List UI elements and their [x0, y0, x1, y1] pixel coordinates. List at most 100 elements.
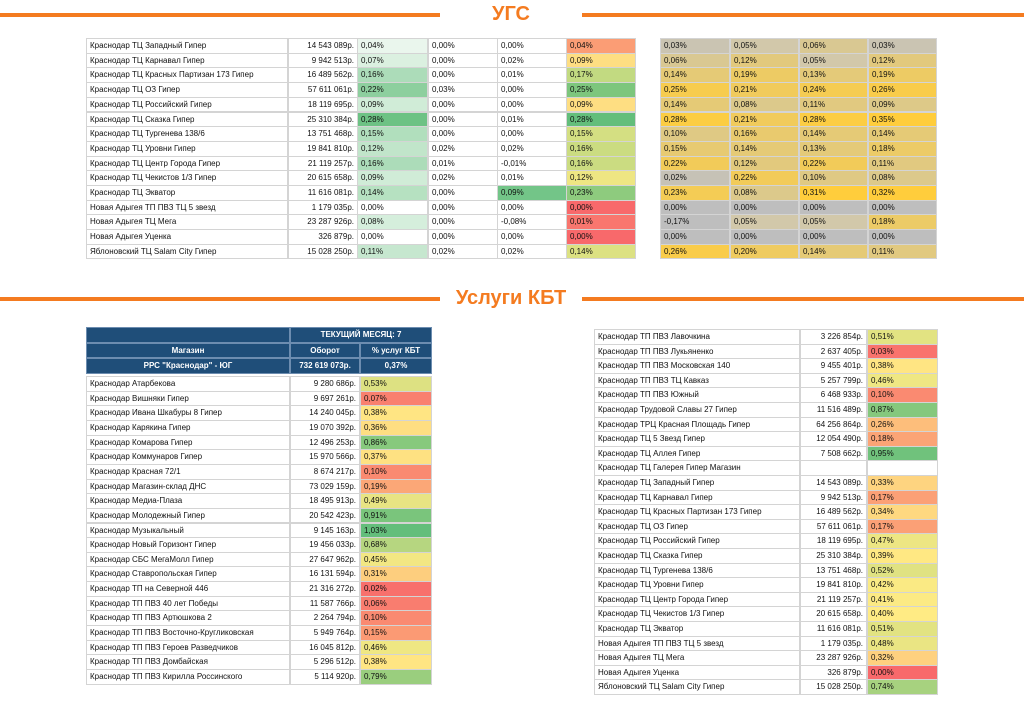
table-cell: 23 287 926р. — [800, 650, 867, 666]
table-cell: 0,16% — [730, 126, 799, 142]
table-cell: 5 257 799р. — [800, 372, 867, 389]
table-cell: 0,08% — [868, 170, 937, 186]
table-cell: 0,46% — [867, 372, 938, 389]
table-cell: 0,28% — [566, 111, 636, 128]
table-cell: 0,16% — [357, 67, 428, 84]
table-cell: 6 468 933р. — [800, 387, 867, 403]
table-cell: Новая Адыгея ТЦ Мега — [86, 214, 288, 231]
table-cell: 9 145 163р. — [290, 522, 360, 539]
table-cell: Краснодар ТЦ Сказка Гипер — [594, 548, 800, 564]
table-cell: Краснодар ТП ПВЗ Кирилла Россинского — [86, 669, 290, 685]
table-cell: 0,11% — [799, 96, 868, 113]
table-cell: Краснодар ТП ПВЗ Героев Разведчиков — [86, 639, 290, 656]
table-cell: 0,52% — [867, 562, 938, 579]
table-cell: 1 179 035р. — [288, 199, 358, 216]
table-cell: Краснодар Комарова Гипер — [86, 434, 290, 451]
table-cell: 0,00% — [497, 96, 567, 113]
header-cell: % услуг КБТ — [360, 343, 432, 358]
table-cell: 0,00% — [497, 229, 567, 245]
table-cell: 0,49% — [360, 493, 432, 509]
table-cell: 0,00% — [428, 111, 498, 128]
table-cell: 0,25% — [660, 82, 730, 98]
table-cell: 0,10% — [660, 126, 730, 142]
table-cell: 0,04% — [357, 38, 428, 54]
table-cell: Краснодар ТЦ Центр Города Гипер — [594, 591, 800, 608]
table-cell: 16 489 562р. — [288, 67, 358, 84]
table-cell: 5 296 512р. — [290, 654, 360, 670]
divider — [582, 297, 1024, 301]
table-cell: 0,00% — [566, 229, 636, 245]
table-cell: 0,86% — [360, 434, 432, 451]
table-cell: 0,46% — [360, 639, 432, 656]
table-cell: 5 114 920р. — [290, 669, 360, 685]
table-cell: 0,02% — [428, 243, 498, 260]
table-cell: Краснодар ТП на Северной 446 — [86, 581, 290, 597]
table-cell: 0,91% — [360, 507, 432, 524]
table-cell: 7 508 662р. — [800, 445, 867, 462]
table-cell: 0,28% — [799, 111, 868, 128]
table-cell: 0,87% — [867, 402, 938, 418]
table-cell: 0,31% — [799, 185, 868, 201]
table-cell: 0,00% — [428, 38, 498, 54]
table-cell: 21 119 257р. — [288, 155, 358, 172]
table-cell: 13 751 468р. — [288, 126, 358, 142]
table-cell: 0,00% — [428, 185, 498, 201]
table-cell: Краснодар ТЦ Российский Гипер — [594, 533, 800, 549]
table-cell: 0,12% — [357, 140, 428, 157]
table-cell: 0,03% — [660, 38, 730, 54]
table-cell: 0,00% — [497, 199, 567, 216]
table-cell: 14 543 089р. — [288, 38, 358, 54]
table-cell: 0,09% — [566, 96, 636, 113]
table-cell: 21 119 257р. — [800, 591, 867, 608]
table-cell: 0,03% — [428, 82, 498, 98]
table-cell: 73 029 159р. — [290, 478, 360, 495]
table-cell: Новая Адыгея Уценка — [594, 664, 800, 681]
table-cell: Краснодар ТЦ Экватор — [594, 621, 800, 637]
table-cell: 0,22% — [660, 155, 730, 172]
table-cell: 0,00% — [428, 199, 498, 216]
table-cell: 0,07% — [360, 390, 432, 407]
table-cell: 16 045 812р. — [290, 639, 360, 656]
table-cell: 0,00% — [428, 214, 498, 231]
header-cell: Оборот — [290, 343, 360, 358]
table-cell: Краснодар ТЦ Центр Города Гипер — [86, 155, 288, 172]
total-cell: РРС "Краснодар" - ЮГ — [86, 358, 290, 374]
table-cell: 0,02% — [660, 170, 730, 186]
table-cell: 0,51% — [867, 621, 938, 637]
table-cell: 0,38% — [360, 405, 432, 421]
table-cell: 0,22% — [357, 82, 428, 98]
table-cell: 0,01% — [497, 67, 567, 84]
table-cell: 12 496 253р. — [290, 434, 360, 451]
table-cell: 0,12% — [566, 170, 636, 186]
table-cell: 0,09% — [566, 52, 636, 69]
table-cell: 0,11% — [868, 243, 937, 260]
table-cell: 8 674 217р. — [290, 463, 360, 480]
table-cell: 0,45% — [360, 551, 432, 568]
table-cell: 0,09% — [357, 96, 428, 113]
table-cell: 0,10% — [867, 387, 938, 403]
table-cell: 20 615 658р. — [800, 606, 867, 622]
table-cell: 0,19% — [868, 67, 937, 84]
table-cell: 0,25% — [566, 82, 636, 98]
table-cell: 0,32% — [867, 650, 938, 666]
table-cell: 0,34% — [867, 504, 938, 520]
divider — [582, 13, 1024, 17]
table-cell: 0,06% — [360, 595, 432, 612]
table-cell: 0,08% — [730, 96, 799, 113]
table-cell: 20 542 423р. — [290, 507, 360, 524]
table-cell: 11 616 081р. — [800, 621, 867, 637]
table-cell: 0,37% — [360, 449, 432, 465]
table-cell: 0,05% — [799, 214, 868, 231]
table-cell: 0,00% — [497, 38, 567, 54]
table-cell: 9 455 401р. — [800, 358, 867, 374]
table-cell: 0,00% — [799, 229, 868, 245]
table-cell: 0,00% — [497, 82, 567, 98]
table-cell: Краснодар ТЦ Аллея Гипер — [594, 445, 800, 462]
table-cell: 0,47% — [867, 533, 938, 549]
table-cell: 0,42% — [867, 577, 938, 593]
table-cell: 0,14% — [799, 126, 868, 142]
table-cell: Краснодар ТП ПВЗ ТЦ Кавказ — [594, 372, 800, 389]
table-cell: 0,00% — [799, 199, 868, 216]
table-cell: 0,51% — [867, 329, 938, 345]
table-cell: 0,23% — [566, 185, 636, 201]
